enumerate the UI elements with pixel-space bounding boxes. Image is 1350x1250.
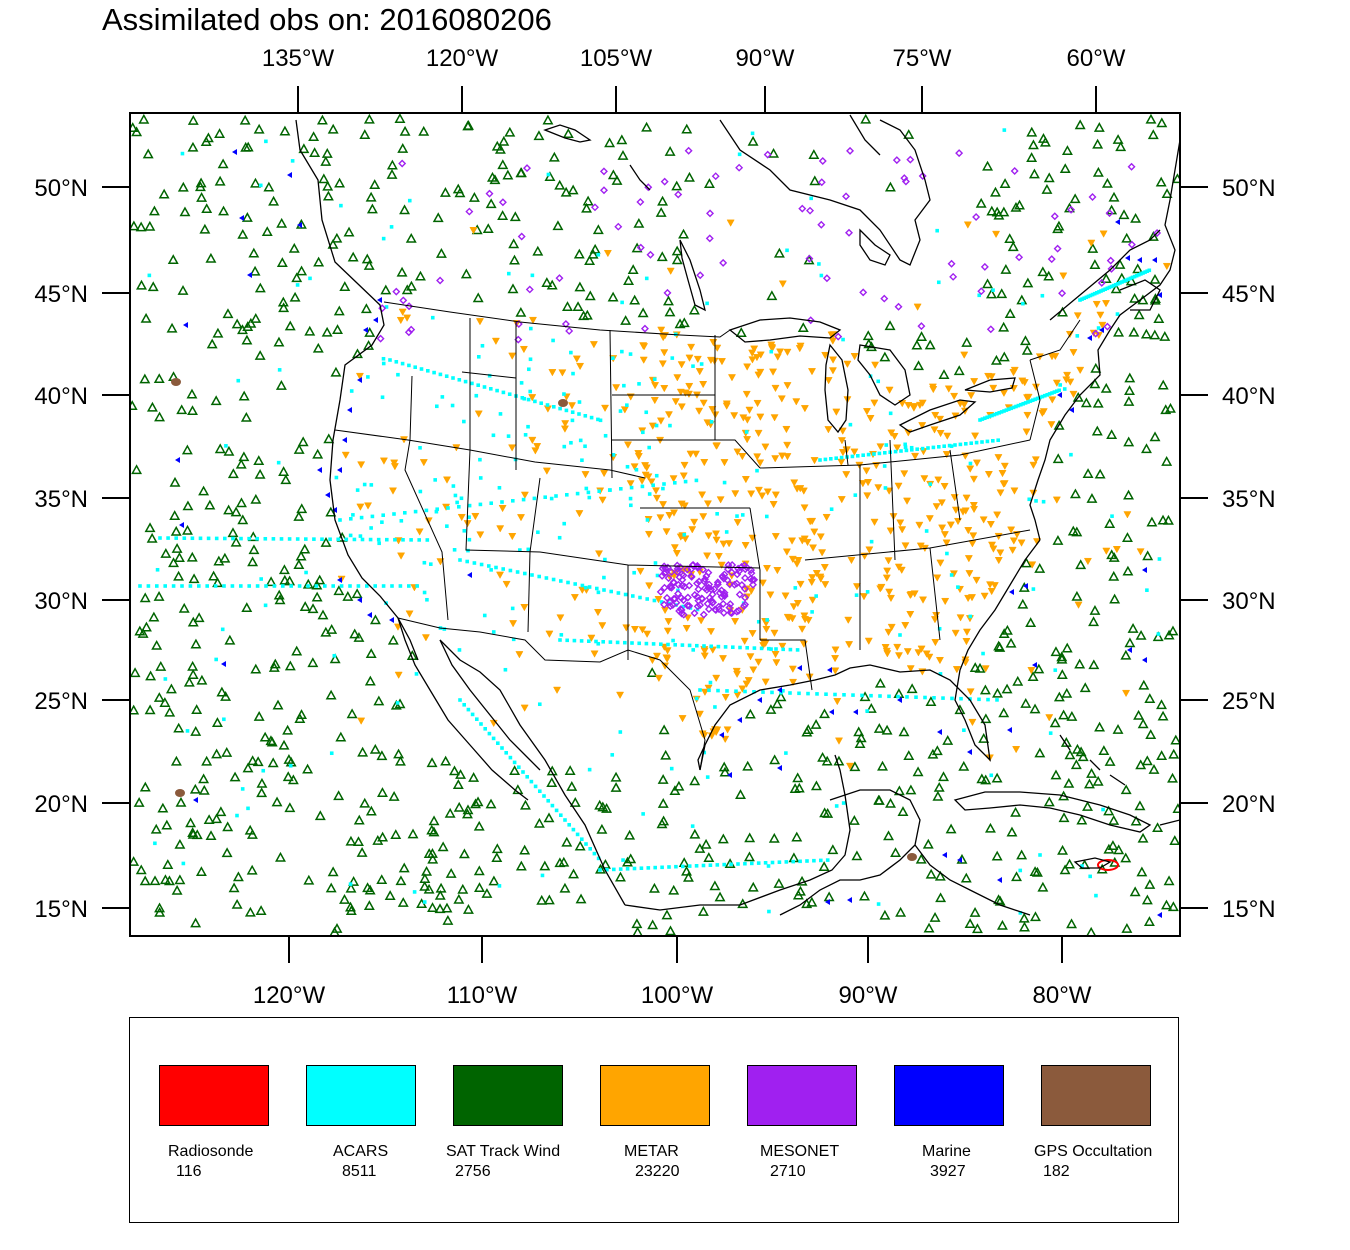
top-axis-label: 60°W	[1067, 45, 1126, 72]
legend-count: 2710	[770, 1163, 806, 1180]
legend-item	[1012, 1018, 1159, 1218]
bottom-axis-label: 120°W	[253, 982, 326, 1009]
map-frame	[129, 112, 1181, 937]
legend-item	[130, 1018, 277, 1218]
east-coastline	[1029, 139, 1180, 541]
top-axis-label: 120°W	[426, 45, 499, 72]
top-axis-label: 105°W	[580, 45, 653, 72]
right-axis-label: 20°N	[1222, 791, 1276, 818]
map-title: Assimilated obs on: 2016080206	[102, 2, 552, 37]
gulf-coastline	[624, 539, 1041, 911]
legend: Radiosonde 116 ACARS 8511 SAT Track Wind 2756…	[129, 1017, 1179, 1223]
lake-ontario	[964, 377, 1016, 393]
right-axis-label: 35°N	[1222, 486, 1276, 513]
legend-label: ACARS	[333, 1143, 389, 1160]
cuba	[953, 791, 1152, 833]
right-axis-label: 45°N	[1222, 281, 1276, 308]
lake-winnipeg	[679, 239, 706, 312]
us-mexico-border	[397, 617, 706, 771]
legend-item	[424, 1018, 571, 1218]
map-axes: 135°W 120°W 105°W 90°W 75°W 60°W 120°W 110°W 100…	[34, 45, 1275, 1009]
lake-erie	[898, 399, 977, 433]
left-axis-label: 40°N	[34, 383, 88, 410]
state-lines	[334, 318, 1081, 691]
legend-count: 23220	[635, 1163, 680, 1180]
left-axis-label: 30°N	[34, 588, 88, 615]
lake-huron	[857, 344, 911, 406]
bottom-axis-label: 80°W	[1033, 982, 1092, 1009]
coastlines-and-borders	[295, 114, 1180, 916]
bahamas	[1059, 734, 1126, 786]
mexico-west-coast	[439, 639, 626, 906]
right-axis-label: 25°N	[1222, 688, 1276, 715]
right-axis-label: 30°N	[1222, 588, 1276, 615]
legend-label: MESONET	[760, 1143, 840, 1160]
top-axis-label: 75°W	[893, 45, 952, 72]
texas-coast	[697, 744, 706, 771]
bottom-axis-label: 110°W	[447, 982, 518, 1009]
yucatan	[779, 789, 921, 916]
bottom-axis-label: 100°W	[641, 982, 714, 1009]
hudson-bay-coast	[719, 119, 931, 266]
right-axis-label: 15°N	[1222, 896, 1276, 923]
right-axis-label: 40°N	[1222, 383, 1276, 410]
canada-lakes	[543, 114, 881, 191]
state-borders	[334, 301, 1081, 771]
baja-coastline	[397, 617, 541, 801]
legend-swatch	[306, 1065, 416, 1126]
legend-item	[277, 1018, 424, 1218]
legend-item	[865, 1018, 1012, 1218]
legend-count: 3927	[930, 1163, 966, 1180]
legend-label: METAR	[624, 1143, 679, 1160]
west-coastline	[295, 119, 419, 661]
map-background	[130, 113, 1180, 936]
legend-swatch	[453, 1065, 563, 1126]
lake-michigan	[824, 343, 849, 434]
left-axis-label: 45°N	[34, 281, 88, 308]
central-america	[914, 844, 1031, 916]
left-axis-label: 15°N	[34, 896, 88, 923]
legend-count: 2756	[455, 1163, 491, 1180]
top-axis-label: 135°W	[262, 45, 335, 72]
legend-swatch	[747, 1065, 857, 1126]
legend-swatch	[600, 1065, 710, 1126]
left-axis-label: 50°N	[34, 175, 88, 202]
legend-count: 116	[176, 1163, 202, 1180]
bottom-axis-label: 90°W	[839, 982, 898, 1009]
legend-label: Marine	[922, 1143, 971, 1160]
left-axis-label: 20°N	[34, 791, 88, 818]
right-axis-label: 50°N	[1222, 175, 1276, 202]
observation-map: 135°W 120°W 105°W 90°W 75°W 60°W 120°W 110°W 100…	[34, 45, 1275, 1009]
legend-count: 8511	[342, 1163, 377, 1180]
legend-count: 182	[1043, 1163, 1070, 1180]
lake-superior	[728, 317, 842, 343]
legend-label: SAT Track Wind	[446, 1143, 561, 1160]
st-lawrence	[1049, 229, 1161, 321]
legend-label: GPS Occultation	[1034, 1143, 1153, 1160]
legend-swatch	[1041, 1065, 1151, 1126]
legend-item	[571, 1018, 718, 1218]
legend-label: Radiosonde	[168, 1143, 254, 1160]
james-bay	[859, 228, 891, 266]
legend-swatch	[894, 1065, 1004, 1126]
hispaniola	[1159, 819, 1180, 826]
legend-item	[718, 1018, 865, 1218]
legend-swatch	[159, 1065, 269, 1126]
observation-points	[130, 113, 1180, 936]
left-axis-label: 25°N	[34, 688, 88, 715]
left-axis-label: 35°N	[34, 486, 88, 513]
us-canada-border	[383, 301, 731, 338]
jamaica	[1073, 857, 1112, 869]
top-axis-label: 90°W	[736, 45, 795, 72]
